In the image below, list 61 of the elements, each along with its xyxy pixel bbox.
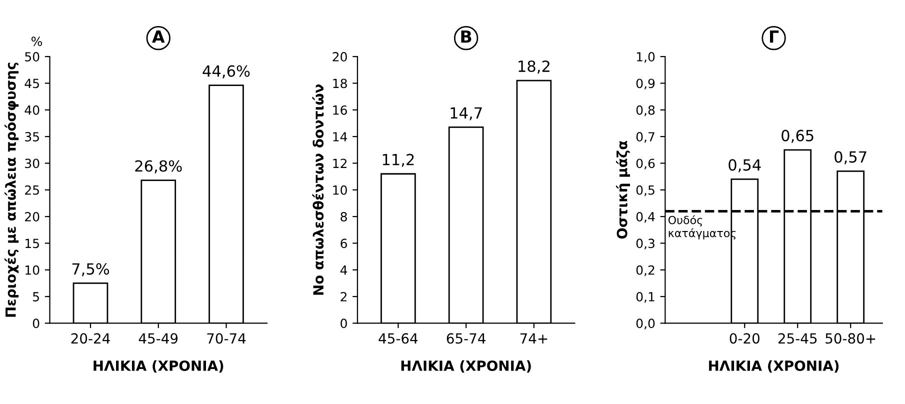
y-tick-label: 25	[25, 185, 39, 195]
data-label: 11,2	[382, 154, 414, 167]
y-tick-label: 35	[25, 132, 39, 142]
y-tick-label: 0,4	[636, 212, 655, 223]
chart-title: Γ	[770, 30, 779, 43]
x-axis-title: ΗΛΙΚΙΑ (ΧΡΟΝΙΑ)	[709, 360, 839, 373]
y-tick-label: 0	[32, 318, 40, 328]
y-tick-label: 10	[333, 185, 347, 195]
y-tick-label: 1,0	[636, 52, 655, 63]
y-tick-label: 14	[333, 132, 348, 142]
y-tick-label: 20	[25, 212, 40, 222]
y-tick-label: 8	[340, 212, 347, 222]
y-tick-label: 0,6	[636, 158, 655, 170]
chart-title: A	[152, 30, 165, 43]
text: %	[31, 36, 42, 46]
x-tick-label: 65-74	[446, 333, 486, 344]
y-tick-label: 20	[332, 52, 347, 62]
data-label: 0,54	[728, 159, 761, 172]
y-tick-label: 0,5	[636, 185, 654, 196]
x-tick-label: 74+	[520, 333, 548, 344]
y-axis-title: Νο απωλεσθέντων δοντιών	[312, 84, 324, 295]
y-axis-title: Περιοχές με απώλεια πρόσφυσης	[4, 62, 19, 317]
data-label: 18,2	[518, 60, 550, 74]
data-label: 26,8%	[135, 160, 182, 174]
y-tick-label: 4	[340, 266, 348, 275]
x-axis-title: ΗΛΙΚΙΑ (ΧΡΟΝΙΑ)	[401, 360, 531, 373]
y-tick-label: 15	[26, 238, 39, 248]
data-label: 14,7	[450, 107, 482, 120]
y-tick-label: 10	[26, 265, 40, 275]
y-tick-label: 0,8	[636, 105, 655, 116]
y-tick-label: 6	[340, 238, 347, 248]
data-label: 0,57	[834, 151, 866, 164]
data-label: 7,5%	[72, 263, 110, 276]
x-tick-label: 50-80+	[826, 333, 876, 344]
x-tick-label: 0-20	[730, 333, 760, 344]
x-tick-label: 45-64	[378, 333, 418, 344]
data-label: 44,6%	[202, 65, 250, 78]
y-tick-label: 0,3	[636, 238, 654, 250]
y-tick-label: 5	[33, 292, 39, 302]
y-tick-label: 2	[340, 292, 346, 302]
y-tick-label: 0,2	[636, 265, 654, 276]
chart-title: B	[461, 30, 472, 43]
x-tick-label: 25-45	[778, 333, 817, 344]
y-tick-label: 0	[340, 318, 347, 328]
x-tick-label: 20-24	[71, 333, 110, 344]
x-axis-title: ΗΛΙΚΙΑ (ΧΡΟΝΙΑ)	[94, 360, 224, 373]
y-tick-label: 45	[24, 78, 39, 88]
y-tick-label: 30	[25, 158, 40, 168]
y-axis-title: Οστική μάζα	[616, 140, 630, 239]
y-tick-label: 0,1	[636, 292, 654, 303]
x-tick-label: 70-74	[207, 333, 246, 344]
y-tick-label: 18	[333, 78, 347, 88]
y-tick-label: 16	[333, 105, 347, 115]
y-tick-label: 40	[24, 105, 40, 115]
x-tick-label: 45-49	[138, 333, 178, 344]
y-tick-label: 0,7	[636, 132, 654, 143]
y-tick-label: 0,9	[636, 78, 655, 90]
y-tick-label: 12	[333, 158, 346, 168]
y-tick-label: 50	[25, 52, 40, 62]
y-tick-label: 0,0	[636, 318, 655, 330]
data-label: 0,65	[782, 130, 814, 143]
